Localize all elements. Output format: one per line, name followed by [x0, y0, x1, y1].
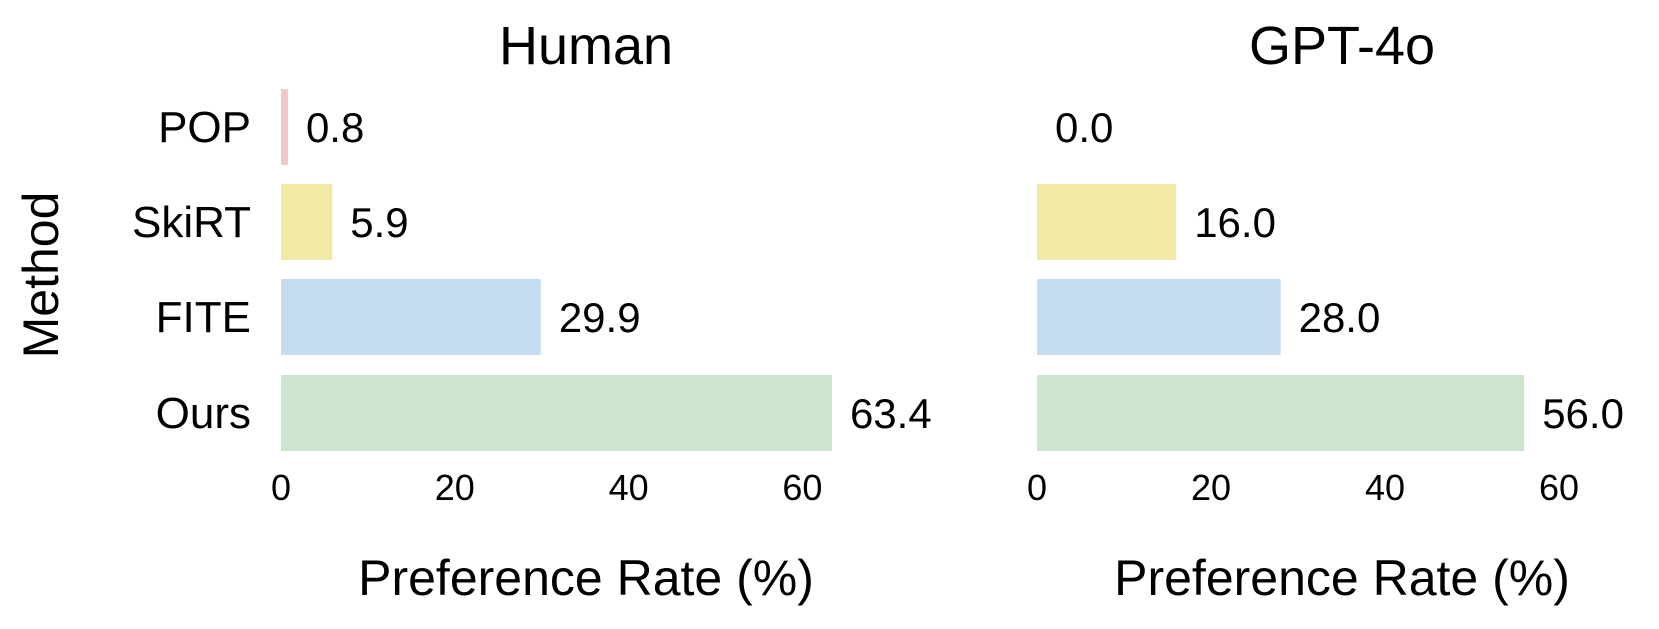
bar-ours [281, 375, 832, 451]
x-tick-label: 40 [1365, 467, 1405, 508]
x-axis-label: Preference Rate (%) [1114, 550, 1570, 606]
bar-fite [281, 279, 541, 355]
bar-pop [281, 89, 288, 165]
category-label: POP [158, 103, 251, 152]
category-label: SkiRT [132, 198, 251, 247]
bar-skirt [281, 184, 333, 260]
data-label: 0.0 [1055, 104, 1113, 151]
data-label: 29.9 [559, 294, 641, 341]
figure-y-axis-label: Method [13, 192, 69, 359]
data-label: 63.4 [850, 390, 932, 437]
chart-title: Human [499, 16, 673, 76]
x-tick-label: 60 [1539, 467, 1579, 508]
bar-fite [1037, 279, 1281, 355]
bar-skirt [1037, 184, 1177, 260]
x-tick-label: 0 [271, 467, 291, 508]
data-label: 28.0 [1299, 294, 1381, 341]
x-axis-label: Preference Rate (%) [358, 550, 814, 606]
data-label: 5.9 [350, 199, 408, 246]
x-tick-label: 20 [435, 467, 475, 508]
category-label: Ours [156, 389, 251, 438]
x-tick-label: 0 [1027, 467, 1047, 508]
x-tick-label: 20 [1191, 467, 1231, 508]
category-label: FITE [156, 293, 251, 342]
data-label: 0.8 [306, 104, 364, 151]
bar-ours [1037, 375, 1525, 451]
data-label: 16.0 [1194, 199, 1276, 246]
x-tick-label: 60 [782, 467, 822, 508]
x-tick-label: 40 [609, 467, 649, 508]
chart-title: GPT-4o [1249, 16, 1435, 76]
data-label: 56.0 [1542, 390, 1624, 437]
